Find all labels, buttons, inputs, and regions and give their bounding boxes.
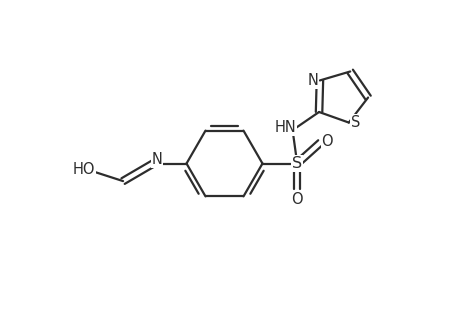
Text: N: N: [151, 152, 163, 167]
Text: HO: HO: [73, 162, 95, 177]
Text: O: O: [291, 192, 303, 207]
Text: HN: HN: [275, 120, 296, 135]
Text: N: N: [308, 73, 318, 88]
Text: O: O: [321, 134, 333, 149]
Text: S: S: [292, 156, 302, 171]
Text: S: S: [351, 115, 361, 130]
